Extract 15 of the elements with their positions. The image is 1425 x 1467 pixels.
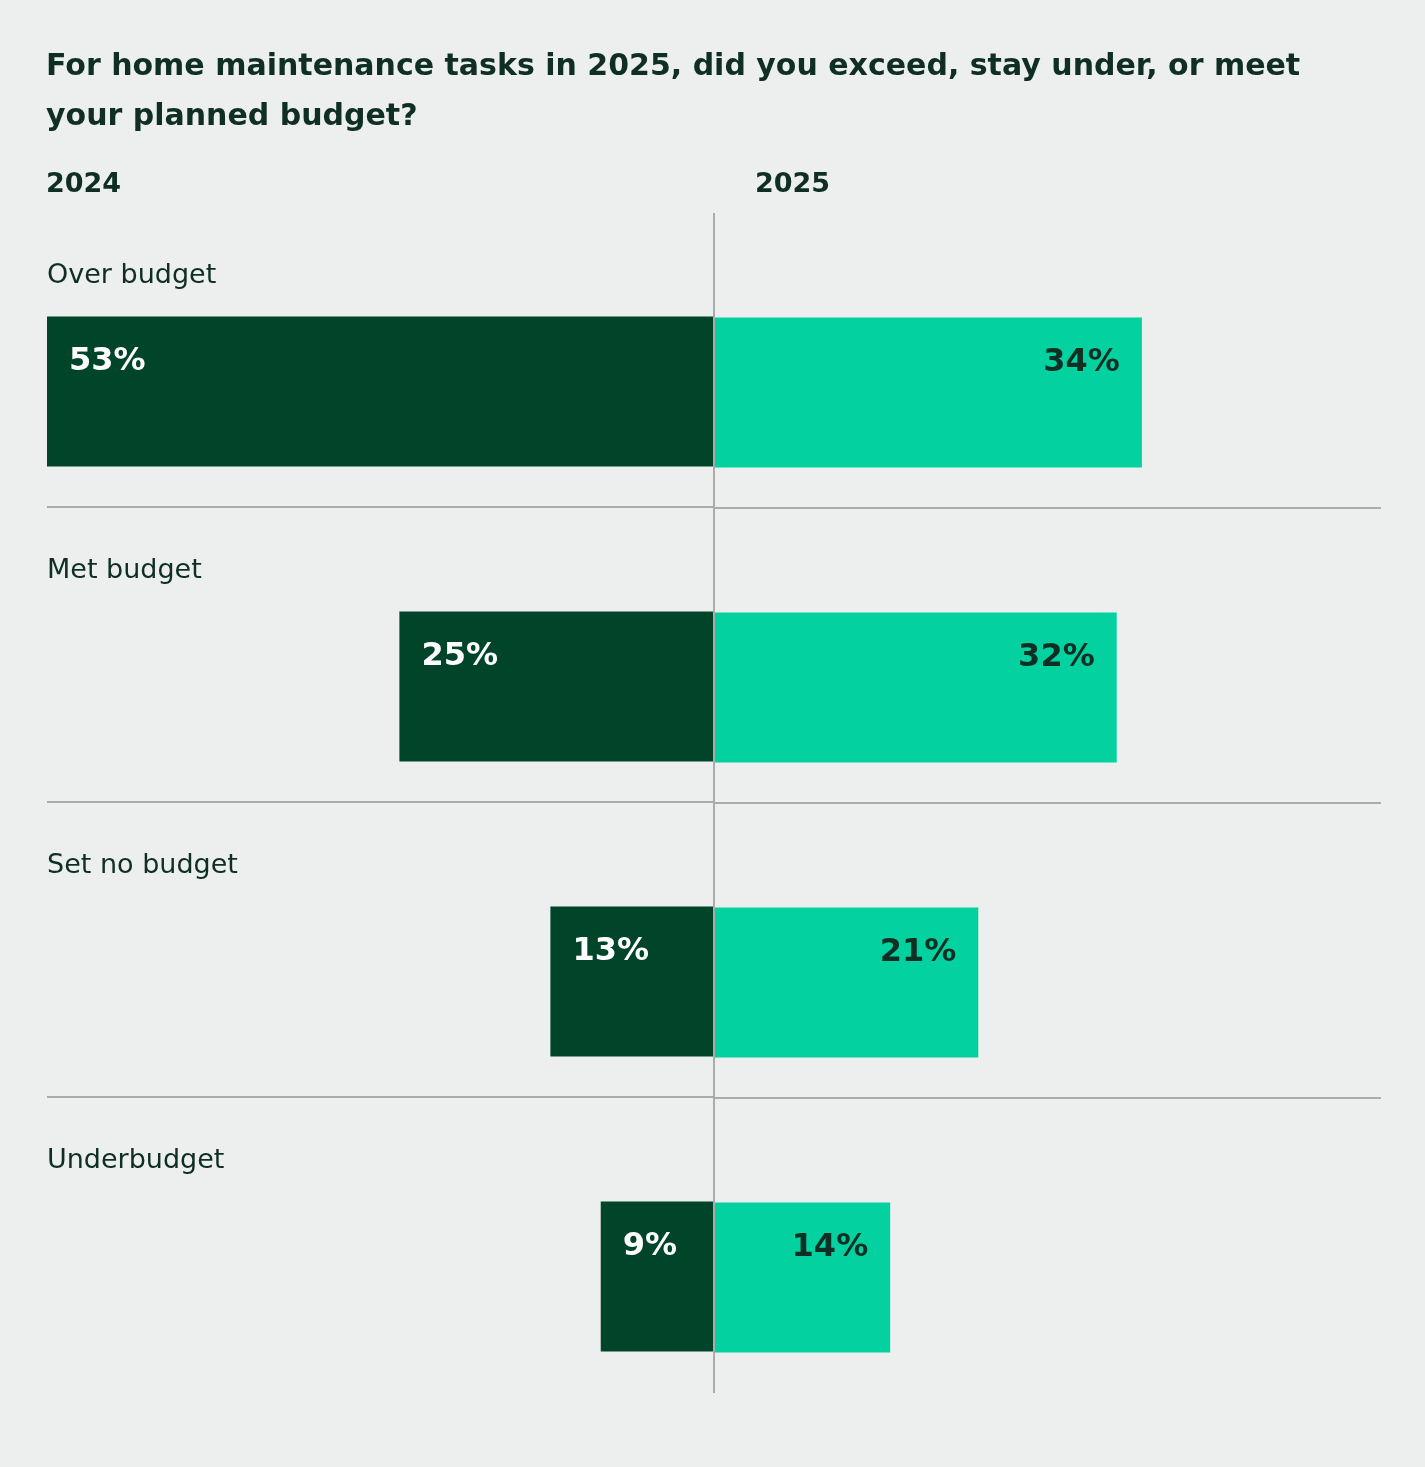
y-tick-label: Underbudget [47,1142,225,1174]
data-label: 21% [879,930,957,969]
chart-title: For home maintenance tasks in 2025, did you exceed, stay under, or meet your planned budget? [46,46,1302,134]
data-label: 14% [791,1225,869,1264]
data-label: 9% [622,1224,678,1263]
chart-title: 2025 [755,167,831,198]
y-tick-label: Set no budget [47,847,238,879]
data-label: 53% [69,339,146,378]
data-label: 25% [421,634,498,673]
chart-subtitle: 2024 [46,167,122,198]
y-tick-label: Met budget [47,552,202,584]
y-tick-label: Over budget [47,257,217,289]
data-label: 32% [1018,635,1095,674]
data-label: 13% [572,929,649,968]
data-label: 34% [1043,340,1120,379]
